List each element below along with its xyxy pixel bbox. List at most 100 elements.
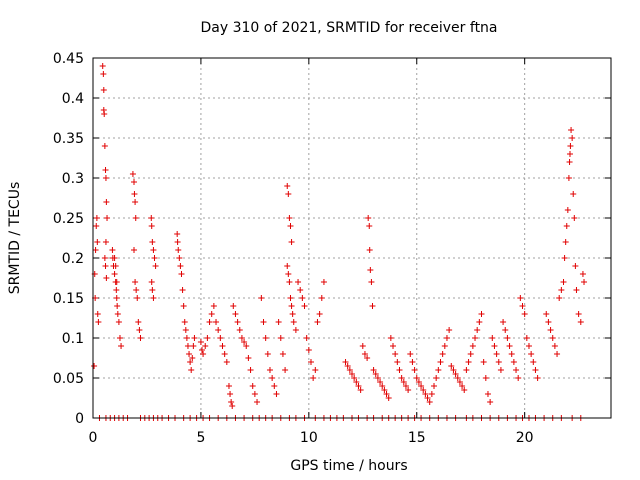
data-point — [230, 303, 237, 309]
data-point — [409, 359, 416, 365]
data-point — [299, 295, 306, 301]
data-point — [346, 367, 353, 373]
data-point — [273, 391, 280, 397]
data-point — [232, 311, 239, 317]
data-point — [545, 319, 552, 325]
data-point — [500, 319, 507, 325]
data-point — [467, 351, 474, 357]
data-point — [295, 279, 302, 285]
data-point — [320, 279, 327, 285]
data-point — [556, 295, 563, 301]
data-point — [179, 287, 186, 293]
data-point — [515, 375, 522, 381]
data-point — [198, 347, 205, 353]
data-point — [353, 379, 360, 385]
data-point — [491, 343, 498, 349]
data-point — [528, 351, 535, 357]
data-point — [390, 343, 397, 349]
data-point — [279, 351, 286, 357]
data-point — [469, 343, 476, 349]
data-point — [318, 295, 325, 301]
data-point — [549, 335, 556, 341]
data-point — [369, 303, 376, 309]
data-point — [385, 395, 392, 401]
data-point — [103, 275, 110, 281]
data-point — [181, 319, 188, 325]
data-point — [202, 343, 209, 349]
data-point — [562, 239, 569, 245]
data-point — [245, 355, 252, 361]
data-point — [286, 215, 293, 221]
data-points — [91, 63, 588, 421]
data-point — [197, 339, 204, 345]
data-point — [135, 319, 142, 325]
data-point — [567, 143, 574, 149]
data-point — [359, 343, 366, 349]
data-point — [262, 335, 269, 341]
data-point — [411, 367, 418, 373]
x-tick-label: 15 — [408, 430, 426, 446]
data-point — [236, 327, 243, 333]
data-point — [476, 319, 483, 325]
data-point — [269, 375, 276, 381]
data-point — [478, 311, 485, 317]
data-point — [148, 223, 155, 229]
data-point — [570, 191, 577, 197]
data-point — [213, 319, 220, 325]
data-point — [314, 319, 321, 325]
data-point — [305, 347, 312, 353]
data-point — [547, 327, 554, 333]
data-point — [415, 379, 422, 385]
data-point — [150, 295, 157, 301]
data-point — [504, 335, 511, 341]
x-tick-label: 0 — [89, 430, 98, 446]
data-point — [227, 391, 234, 397]
data-point — [94, 239, 101, 245]
data-point — [131, 191, 138, 197]
data-point — [102, 239, 109, 245]
data-point — [493, 351, 500, 357]
data-point — [111, 271, 118, 277]
data-point — [307, 359, 314, 365]
data-point — [287, 295, 294, 301]
data-point — [247, 367, 254, 373]
data-point — [439, 351, 446, 357]
data-point — [392, 351, 399, 357]
data-point — [174, 231, 181, 237]
data-point — [132, 215, 139, 221]
data-point — [459, 383, 466, 389]
data-point — [523, 335, 530, 341]
data-point — [405, 387, 412, 393]
data-point — [210, 303, 217, 309]
data-point — [101, 111, 108, 117]
data-point — [508, 351, 515, 357]
data-point — [112, 263, 119, 269]
axis-ticks: 0 0.05 0.1 0.15 0.2 0.25 0.3 0.35 0.4 0.45 0 5 10 15 2… — [53, 51, 611, 446]
data-point — [301, 303, 308, 309]
data-point — [266, 367, 273, 373]
data-point — [396, 367, 403, 373]
data-point — [176, 255, 183, 261]
y-tick-label: 0.25 — [53, 211, 84, 227]
data-point — [223, 359, 230, 365]
data-point — [506, 343, 513, 349]
data-point — [342, 359, 349, 365]
data-point — [149, 239, 156, 245]
data-point — [463, 367, 470, 373]
data-point — [452, 371, 459, 377]
data-point — [521, 311, 528, 317]
data-point — [426, 399, 433, 405]
data-point — [95, 319, 102, 325]
data-point — [437, 359, 444, 365]
data-point — [446, 327, 453, 333]
data-point — [100, 71, 107, 77]
data-point — [215, 327, 222, 333]
y-tick-label: 0.05 — [53, 371, 84, 387]
data-point — [484, 391, 491, 397]
data-point — [285, 271, 292, 277]
data-point — [251, 391, 258, 397]
y-tick-label: 0.2 — [62, 251, 84, 267]
data-point — [372, 371, 379, 377]
data-point — [174, 239, 181, 245]
data-point — [543, 311, 550, 317]
